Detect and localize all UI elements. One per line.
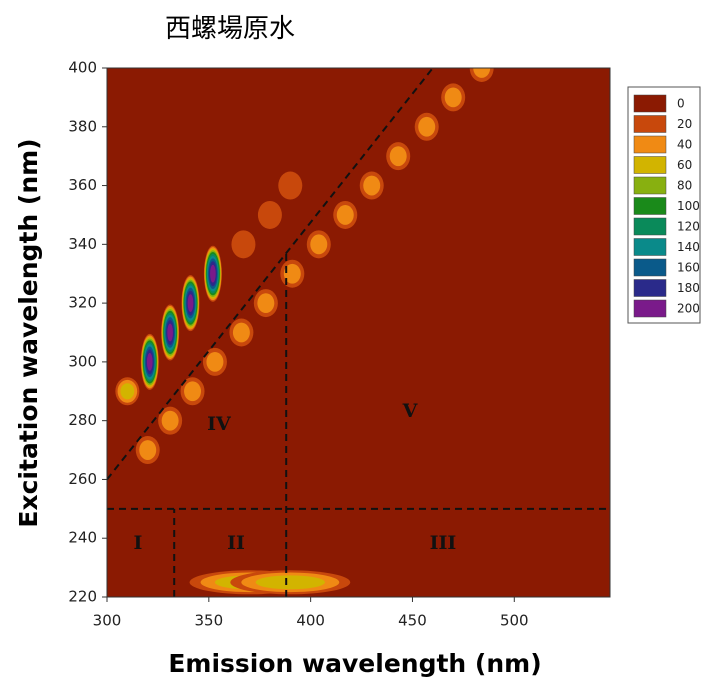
region-label: V [402, 400, 419, 422]
region-label: II [227, 532, 245, 554]
contour-blob [257, 200, 282, 229]
legend-label: 160 [677, 261, 700, 275]
contour-blob [161, 410, 179, 431]
contour-blob [257, 293, 275, 314]
x-tick-label: 300 [93, 612, 122, 630]
contour-level [107, 68, 610, 597]
contour-blob [146, 353, 153, 371]
legend-swatch [633, 258, 667, 277]
contour-blob [255, 575, 325, 590]
legend-swatch [633, 156, 667, 174]
contour-blob [363, 175, 381, 196]
y-tick-label: 300 [68, 352, 97, 370]
region-label: IV [207, 413, 232, 435]
contour-blob [210, 264, 216, 283]
legend-swatch [633, 217, 667, 236]
plot-frame [106, 67, 611, 598]
contour-blob [283, 263, 301, 284]
x-tick-label: 350 [195, 612, 224, 630]
y-tick-label: 380 [68, 117, 97, 135]
contour-blob [278, 171, 303, 200]
legend-label: 100 [677, 199, 700, 213]
y-tick-label: 400 [68, 59, 97, 77]
legend-label: 40 [677, 138, 692, 152]
contour-blob [389, 146, 407, 167]
legend-label: 60 [677, 158, 692, 172]
legend-swatch [633, 176, 667, 195]
contour-blob [120, 383, 135, 400]
y-tick-label: 320 [68, 294, 97, 312]
y-axis-label: Excitation wavelength (nm) [14, 138, 43, 527]
y-tick-label: 280 [68, 411, 97, 429]
plot-area [107, 68, 610, 597]
contour-blob [139, 440, 157, 460]
x-tick-label: 450 [398, 612, 427, 630]
region-label: III [430, 532, 457, 554]
contour-blob [418, 116, 436, 137]
legend-swatch [633, 238, 667, 256]
x-tick-label: 400 [296, 612, 325, 630]
legend-label: 140 [677, 240, 700, 254]
y-tick-label: 260 [68, 470, 97, 488]
legend-label: 80 [677, 179, 692, 193]
y-tick-label: 240 [68, 529, 97, 547]
x-tick-label: 500 [500, 612, 529, 630]
legend-label: 120 [677, 220, 700, 234]
chart-title: 西螺場原水 [165, 14, 295, 44]
legend-swatch [633, 115, 667, 133]
contour-blob [206, 351, 224, 372]
legend-swatch [633, 279, 667, 297]
legend-swatch [633, 94, 667, 113]
contour-blob [184, 381, 202, 402]
y-tick-label: 340 [68, 235, 97, 253]
region-label: I [134, 532, 143, 554]
legend-label: 0 [677, 97, 685, 111]
divider [107, 68, 434, 481]
legend-swatch [633, 299, 667, 318]
legend-label: 20 [677, 117, 692, 131]
legend-swatch [633, 135, 667, 154]
contour-blob [310, 234, 328, 255]
legend-label: 200 [677, 302, 700, 316]
contour-blob [473, 68, 491, 78]
contour-blob [231, 230, 256, 259]
contour-blob [444, 87, 462, 108]
contour-blob [336, 205, 354, 225]
x-axis-label: Emission wavelength (nm) [168, 649, 541, 678]
contour-blob [232, 322, 250, 343]
contour-blob [187, 294, 194, 312]
legend-label: 180 [677, 281, 700, 295]
contour-blob [167, 323, 173, 342]
y-tick-label: 220 [68, 588, 97, 606]
legend-swatch [633, 197, 667, 215]
y-tick-label: 360 [68, 176, 97, 194]
